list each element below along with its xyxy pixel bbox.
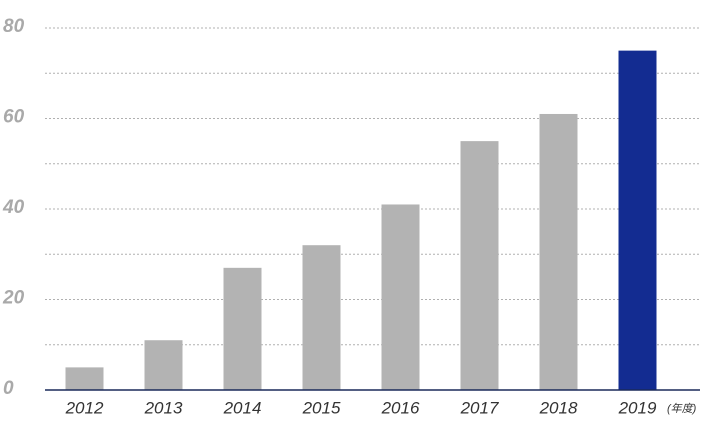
bar: [539, 113, 578, 390]
x-tick-label: 2015: [302, 398, 341, 417]
x-tick-label: 2014: [223, 398, 262, 417]
y-tick-label: 0: [3, 378, 14, 399]
bar: [144, 340, 183, 390]
bar: [381, 204, 420, 390]
bar: [460, 141, 499, 390]
bar: [65, 367, 104, 390]
x-tick-label: 2012: [65, 398, 104, 417]
x-unit: (年度): [667, 402, 697, 415]
y-tick-label: 60: [3, 107, 25, 128]
y-tick-label: 40: [2, 197, 25, 218]
x-tick-label: 2017: [460, 398, 499, 417]
x-tick-label: 2013: [144, 398, 183, 417]
x-tick-label: 2018: [539, 398, 578, 417]
y-tick-label: 20: [2, 288, 25, 309]
bar: [618, 50, 657, 390]
bar: [302, 245, 341, 390]
bar: [223, 267, 262, 390]
x-tick-label: 2016: [381, 398, 420, 417]
y-tick-label: 80: [3, 16, 25, 37]
x-tick-label: 2019: [618, 398, 657, 417]
